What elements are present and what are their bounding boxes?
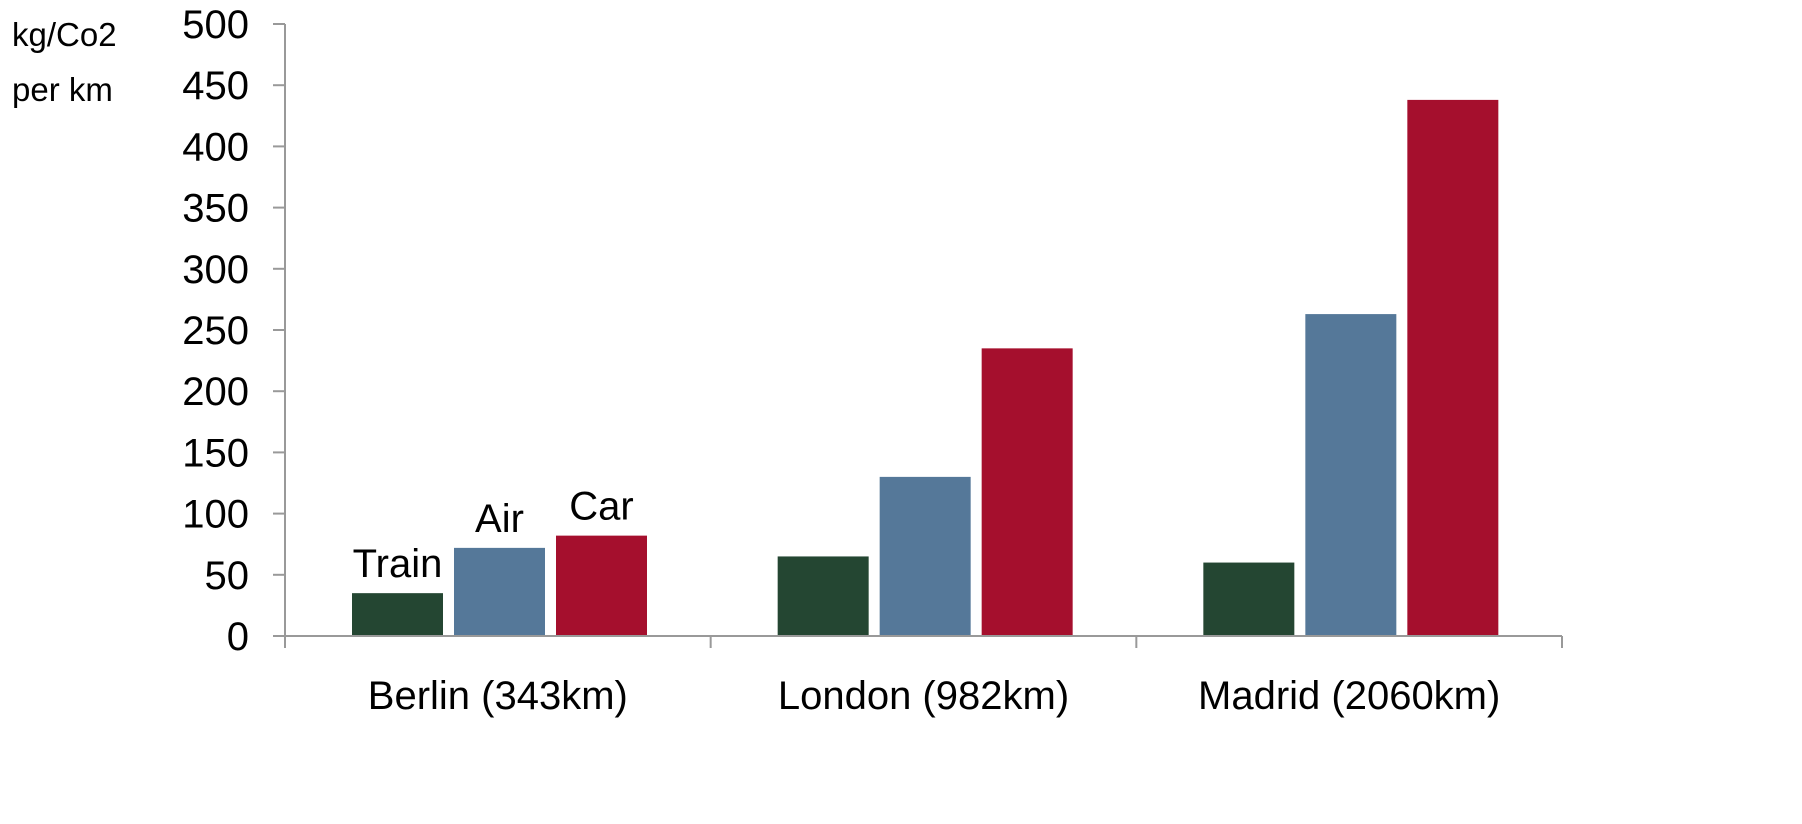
bars-group: [352, 99, 1499, 636]
bar-train-1: [352, 593, 443, 636]
y-tick-label: 150: [182, 431, 249, 475]
y-tick-label: 0: [227, 615, 249, 659]
y-tick-label: 200: [182, 370, 249, 414]
y-tick-label: 500: [182, 3, 249, 47]
y-axis-ticks: 0 50 100 150 200 250 300 350 400 450 500: [182, 3, 285, 659]
y-axis-label-line-1: kg/Co2: [12, 16, 117, 53]
y-tick-label: 450: [182, 64, 249, 108]
category-labels: Berlin (343km) London (982km) Madrid (2060…: [368, 674, 1501, 718]
series-labels: Train Air Car: [353, 485, 634, 587]
y-tick-label: 300: [182, 248, 249, 292]
series-label-train: Train: [353, 542, 443, 586]
bar-air-1: [454, 547, 545, 636]
bar-air-3: [1305, 314, 1397, 636]
series-label-air: Air: [475, 497, 524, 541]
category-label: Madrid (2060km): [1198, 674, 1500, 718]
y-tick-label: 250: [182, 309, 249, 353]
y-tick-label: 50: [205, 554, 250, 598]
axes: [284, 24, 1563, 648]
bar-car-3: [1407, 99, 1499, 636]
category-label: Berlin (343km): [368, 674, 628, 718]
y-tick-label: 400: [182, 125, 249, 169]
category-label: London (982km): [778, 674, 1069, 718]
bar-train-2: [777, 556, 869, 636]
y-axis-label-line-2: per km: [12, 71, 113, 108]
series-label-car: Car: [569, 485, 633, 529]
bar-car-2: [981, 348, 1073, 636]
y-tick-label: 100: [182, 493, 249, 537]
bar-train-3: [1203, 562, 1295, 636]
bar-air-2: [879, 476, 971, 636]
bar-car-1: [556, 535, 647, 636]
y-tick-label: 350: [182, 187, 249, 231]
